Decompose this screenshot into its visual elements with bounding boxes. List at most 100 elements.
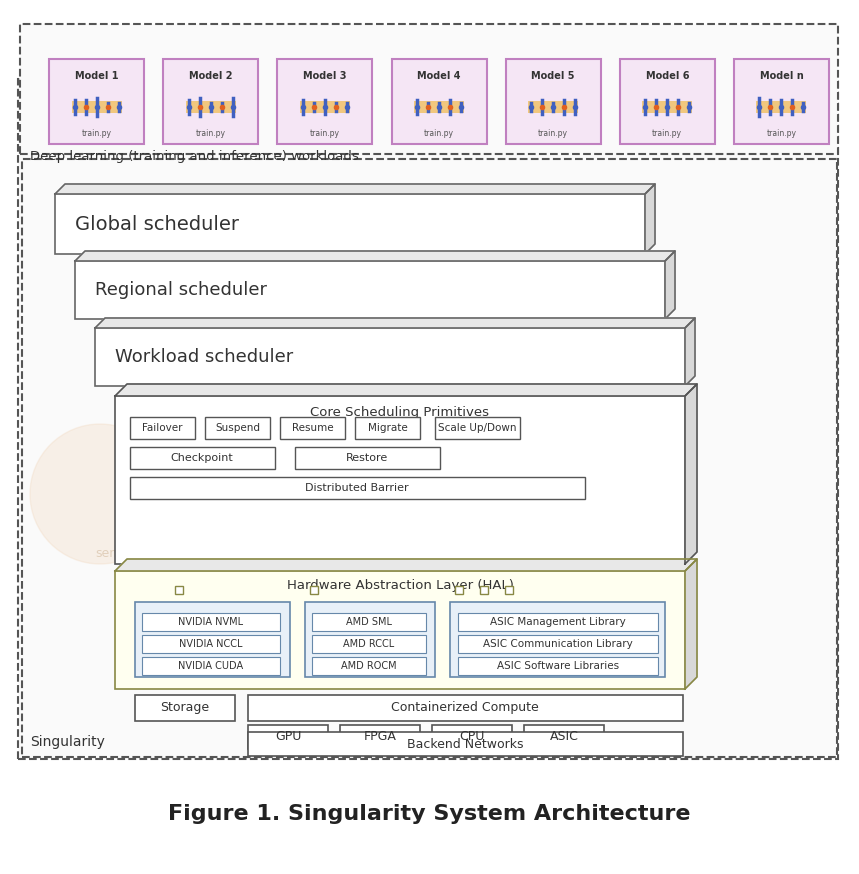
FancyBboxPatch shape (75, 261, 665, 319)
Polygon shape (685, 384, 697, 564)
Text: AMD RCCL: AMD RCCL (344, 639, 394, 649)
FancyBboxPatch shape (280, 417, 345, 439)
FancyBboxPatch shape (295, 447, 440, 469)
Text: Singularity: Singularity (30, 735, 105, 749)
FancyBboxPatch shape (392, 59, 486, 144)
Polygon shape (115, 559, 697, 571)
FancyBboxPatch shape (277, 59, 372, 144)
FancyBboxPatch shape (355, 417, 420, 439)
FancyBboxPatch shape (506, 59, 600, 144)
FancyBboxPatch shape (163, 59, 259, 144)
Text: AMD SML: AMD SML (346, 617, 392, 627)
Text: train.py: train.py (310, 129, 340, 138)
FancyBboxPatch shape (312, 613, 426, 631)
Text: ASIC Software Libraries: ASIC Software Libraries (497, 661, 619, 671)
FancyBboxPatch shape (205, 417, 270, 439)
Text: Model n: Model n (759, 71, 803, 81)
FancyBboxPatch shape (340, 725, 420, 749)
Text: NVIDIA CUDA: NVIDIA CUDA (179, 661, 244, 671)
Text: Failover: Failover (143, 423, 183, 433)
Text: train.py: train.py (424, 129, 454, 138)
FancyBboxPatch shape (142, 657, 280, 675)
Text: train.py: train.py (196, 129, 226, 138)
Text: NVIDIA NCCL: NVIDIA NCCL (180, 639, 243, 649)
FancyBboxPatch shape (432, 725, 512, 749)
Bar (643, 101, 692, 113)
FancyBboxPatch shape (142, 613, 280, 631)
Text: Model 3: Model 3 (303, 71, 347, 81)
FancyBboxPatch shape (248, 732, 683, 756)
Text: train.py: train.py (652, 129, 682, 138)
FancyBboxPatch shape (248, 725, 328, 749)
FancyBboxPatch shape (455, 586, 463, 594)
Bar (300, 101, 350, 113)
Bar (71, 101, 122, 113)
FancyBboxPatch shape (248, 695, 683, 721)
Text: semianalyt...: semianalyt... (95, 547, 176, 560)
Bar (414, 101, 464, 113)
FancyBboxPatch shape (135, 695, 235, 721)
Text: ASIC Communication Library: ASIC Communication Library (483, 639, 633, 649)
Text: Global scheduler: Global scheduler (75, 214, 239, 233)
Text: Restore: Restore (346, 453, 388, 463)
Text: GPU: GPU (275, 731, 302, 744)
Text: NVIDIA NVML: NVIDIA NVML (179, 617, 244, 627)
Text: Scale Up/Down: Scale Up/Down (438, 423, 517, 433)
FancyBboxPatch shape (130, 417, 195, 439)
Circle shape (30, 424, 170, 564)
FancyBboxPatch shape (619, 59, 715, 144)
Polygon shape (95, 318, 695, 328)
Text: train.py: train.py (538, 129, 568, 138)
Polygon shape (645, 184, 655, 254)
Text: Deep learning (training and inference) workloads: Deep learning (training and inference) w… (30, 150, 359, 163)
FancyBboxPatch shape (49, 59, 144, 144)
FancyBboxPatch shape (135, 602, 290, 677)
Polygon shape (55, 184, 655, 194)
Text: Resume: Resume (292, 423, 333, 433)
FancyBboxPatch shape (130, 477, 585, 499)
FancyBboxPatch shape (20, 24, 838, 154)
FancyBboxPatch shape (115, 571, 685, 689)
FancyBboxPatch shape (18, 79, 838, 759)
Polygon shape (115, 384, 697, 396)
FancyBboxPatch shape (22, 159, 837, 757)
FancyBboxPatch shape (458, 613, 658, 631)
Text: Workload scheduler: Workload scheduler (115, 348, 293, 366)
Text: train.py: train.py (82, 129, 112, 138)
Bar (528, 101, 578, 113)
FancyBboxPatch shape (450, 602, 665, 677)
Polygon shape (75, 251, 675, 261)
Text: ASIC: ASIC (550, 731, 578, 744)
Polygon shape (685, 318, 695, 386)
Text: Hardware Abstraction Layer (HAL): Hardware Abstraction Layer (HAL) (287, 579, 514, 592)
FancyBboxPatch shape (458, 657, 658, 675)
FancyBboxPatch shape (734, 59, 829, 144)
Text: Checkpoint: Checkpoint (171, 453, 234, 463)
Text: Model 1: Model 1 (75, 71, 119, 81)
FancyBboxPatch shape (95, 328, 685, 386)
Text: Storage: Storage (161, 702, 210, 715)
Polygon shape (685, 559, 697, 689)
FancyBboxPatch shape (175, 586, 183, 594)
FancyBboxPatch shape (524, 725, 604, 749)
Text: AMD ROCM: AMD ROCM (341, 661, 397, 671)
FancyBboxPatch shape (505, 586, 513, 594)
Text: train.py: train.py (766, 129, 796, 138)
FancyBboxPatch shape (312, 635, 426, 653)
FancyBboxPatch shape (480, 586, 488, 594)
Text: ASIC Management Library: ASIC Management Library (490, 617, 626, 627)
FancyBboxPatch shape (312, 657, 426, 675)
FancyBboxPatch shape (458, 635, 658, 653)
Text: Model 2: Model 2 (189, 71, 233, 81)
Text: Suspend: Suspend (215, 423, 260, 433)
Bar (186, 101, 235, 113)
Polygon shape (665, 251, 675, 319)
Text: Model 5: Model 5 (532, 71, 575, 81)
Text: FPGA: FPGA (363, 731, 397, 744)
Text: Regional scheduler: Regional scheduler (95, 281, 267, 299)
Text: Figure 1. Singularity System Architecture: Figure 1. Singularity System Architectur… (168, 804, 691, 824)
Text: CPU: CPU (460, 731, 484, 744)
Text: Distributed Barrier: Distributed Barrier (305, 483, 409, 493)
Text: Core Scheduling Primitives: Core Scheduling Primitives (310, 406, 490, 419)
FancyBboxPatch shape (142, 635, 280, 653)
